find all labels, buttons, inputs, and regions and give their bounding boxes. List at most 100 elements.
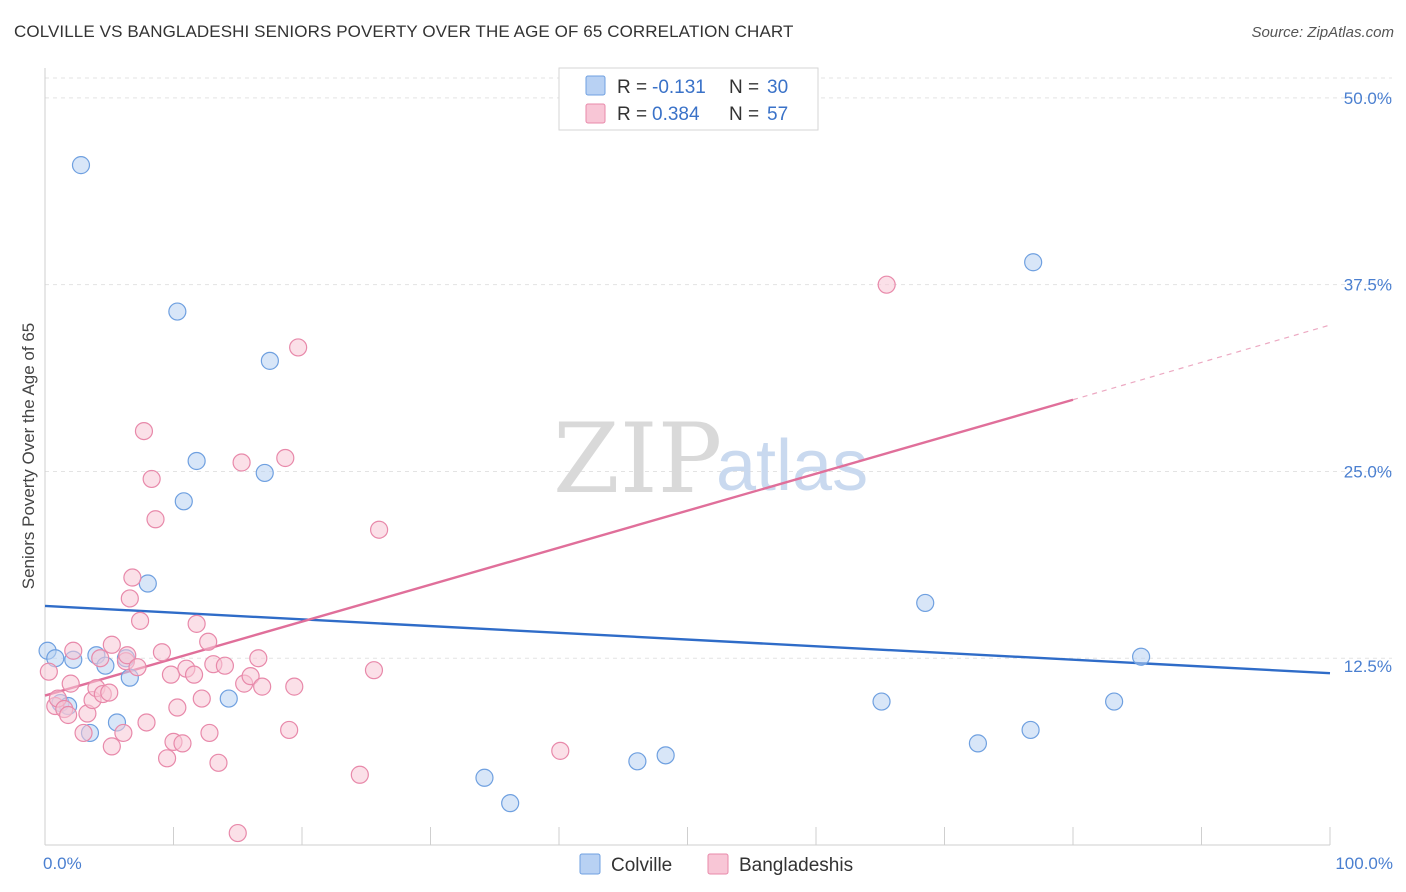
legend-r-label-bangladeshis: R = <box>617 104 647 125</box>
colville-point <box>968 734 988 753</box>
bangladeshis-point <box>152 643 172 662</box>
watermark: ZIP atlas <box>553 403 868 515</box>
grid-lines <box>45 77 1392 659</box>
bangladeshis-point <box>228 823 247 843</box>
bangladeshis-point <box>200 723 219 743</box>
bangladeshis-point <box>249 649 268 668</box>
bangladeshis-point <box>364 661 384 680</box>
colville-trend-line <box>44 604 1331 675</box>
bangladeshis-point <box>64 641 83 660</box>
data-points <box>38 156 1151 843</box>
bangladeshis-point <box>241 667 260 686</box>
bangladeshis-point <box>39 662 58 681</box>
colville-point <box>219 689 238 708</box>
bangladeshis-point <box>118 646 137 665</box>
bangladeshis-point <box>350 765 369 784</box>
legend-n-value-colville: 30 <box>767 77 788 98</box>
x-tick-label-0: 0.0% <box>43 854 82 873</box>
colville-point <box>138 574 157 593</box>
bangladeshis-trend-extension <box>1072 324 1331 401</box>
watermark-zip: ZIP <box>553 403 722 515</box>
bangladeshis-point <box>289 338 308 357</box>
bottom-legend: Colville Bangladeshis <box>579 853 853 876</box>
bangladeshis-point <box>192 689 211 708</box>
bangladeshis-point <box>130 611 150 630</box>
legend-r-label-colville: R = <box>617 77 647 98</box>
bangladeshis-point <box>285 677 304 696</box>
source-credit: Source: ZipAtlas.com <box>1251 24 1394 41</box>
y-tick-label-1: 25.0% <box>1344 462 1392 481</box>
bangladeshis-point <box>157 749 177 768</box>
bangladeshis-point <box>102 737 121 756</box>
legend-n-label-colville: N = <box>729 77 759 98</box>
colville-point <box>501 794 520 813</box>
bangladeshis-point <box>199 632 218 651</box>
bangladeshis-trend-line <box>44 398 1074 697</box>
legend-swatch-colville <box>585 75 606 96</box>
bangladeshis-point <box>551 741 570 760</box>
legend-n-value-bangladeshis: 57 <box>767 104 788 125</box>
bangladeshis-point <box>209 753 228 772</box>
bangladeshis-point <box>232 453 251 472</box>
colville-point <box>1132 647 1151 666</box>
bangladeshis-point <box>168 698 187 717</box>
bangladeshis-point <box>215 656 234 675</box>
bangladeshis-point <box>91 649 110 668</box>
bangladeshis-point <box>74 723 93 743</box>
trend-lines <box>44 324 1331 697</box>
colville-point <box>187 451 206 471</box>
y-tick-label-0: 12.5% <box>1344 657 1392 676</box>
bangladeshis-point <box>123 568 142 587</box>
y-tick-label-2: 37.5% <box>1344 276 1392 295</box>
colville-point <box>174 492 193 511</box>
y-axis-label: Seniors Poverty Over the Age of 65 <box>19 323 38 589</box>
bangladeshis-point <box>61 674 80 693</box>
bangladeshis-point <box>253 677 272 696</box>
bangladeshis-point <box>161 665 181 684</box>
bangladeshis-point <box>276 448 295 468</box>
bangladeshis-point <box>100 683 119 702</box>
colville-point <box>1024 253 1043 272</box>
colville-point <box>628 752 647 771</box>
colville-point <box>872 692 891 711</box>
colville-point <box>168 302 187 321</box>
legend-swatch-bangladeshis <box>585 103 606 124</box>
bangladeshis-point <box>173 734 192 753</box>
y-tick-label-3: 50.0% <box>1344 89 1392 108</box>
bottom-legend-label-bangladeshis: Bangladeshis <box>739 855 853 876</box>
bottom-legend-label-colville: Colville <box>611 855 672 876</box>
bangladeshis-point <box>187 614 206 633</box>
bangladeshis-point <box>128 658 147 677</box>
legend-r-value-colville: -0.131 <box>652 77 706 98</box>
x-tick-label-1: 100.0% <box>1335 854 1393 873</box>
bangladeshis-point <box>102 635 121 654</box>
colville-point <box>1021 720 1040 740</box>
bangladeshis-point <box>142 469 161 489</box>
colville-point <box>255 463 274 483</box>
colville-point <box>260 351 279 370</box>
legend-n-label-bangladeshis: N = <box>729 104 759 125</box>
bangladeshis-point <box>280 720 299 740</box>
chart-title: COLVILLE VS BANGLADESHI SENIORS POVERTY … <box>14 22 794 41</box>
bottom-legend-swatch-colville <box>579 853 601 875</box>
bangladeshis-point <box>120 589 139 608</box>
bangladeshis-point <box>59 705 78 725</box>
y-tick-labels: 12.5% 25.0% 37.5% 50.0% <box>1344 89 1392 676</box>
bangladeshis-point <box>137 713 156 732</box>
colville-point <box>71 156 91 175</box>
legend: R = -0.131 N = 30 R = 0.384 N = 57 <box>558 67 819 131</box>
colville-point <box>916 593 935 613</box>
bottom-legend-swatch-bangladeshis <box>707 853 729 875</box>
bangladeshis-point <box>370 520 389 539</box>
bangladeshis-point <box>184 665 204 684</box>
axes <box>44 68 1331 846</box>
bangladeshis-point <box>134 421 154 441</box>
x-tick-labels: 0.0% 100.0% <box>43 854 1393 873</box>
colville-point <box>656 746 675 765</box>
bangladeshis-point <box>146 510 165 529</box>
colville-point <box>1105 692 1124 711</box>
legend-r-value-bangladeshis: 0.384 <box>652 104 700 125</box>
bangladeshis-point <box>114 723 133 743</box>
bangladeshis-point <box>877 275 896 294</box>
